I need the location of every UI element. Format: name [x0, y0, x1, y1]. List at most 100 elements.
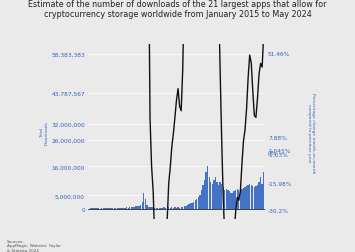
Bar — [201, 190, 202, 209]
Bar — [255, 186, 257, 209]
Bar — [199, 196, 201, 209]
Bar — [254, 188, 255, 209]
Bar — [195, 200, 196, 209]
Bar — [145, 200, 146, 209]
Bar — [112, 208, 113, 209]
Bar — [219, 182, 221, 209]
Bar — [229, 192, 230, 209]
Bar — [143, 193, 144, 209]
Bar — [97, 208, 98, 209]
Bar — [221, 184, 222, 209]
Bar — [134, 208, 135, 209]
Bar — [180, 208, 182, 209]
Bar — [121, 208, 123, 209]
Bar — [185, 206, 186, 209]
Bar — [206, 172, 207, 209]
Bar — [132, 207, 133, 209]
Bar — [227, 190, 229, 209]
Bar — [93, 208, 95, 209]
Bar — [155, 208, 157, 209]
Bar — [153, 208, 154, 209]
Bar — [232, 193, 233, 209]
Bar — [252, 186, 253, 209]
Bar — [198, 197, 199, 209]
Bar — [190, 204, 191, 209]
Bar — [204, 180, 205, 209]
Bar — [257, 185, 258, 209]
Bar — [127, 208, 129, 209]
Bar — [215, 177, 216, 209]
Bar — [236, 189, 238, 209]
Bar — [226, 189, 227, 209]
Bar — [110, 208, 112, 209]
Bar — [230, 193, 232, 209]
Bar — [191, 204, 193, 209]
Bar — [103, 208, 104, 209]
Bar — [218, 185, 219, 209]
Bar — [157, 208, 158, 209]
Bar — [142, 202, 143, 209]
Bar — [138, 206, 140, 209]
Bar — [148, 207, 149, 209]
Bar — [249, 184, 250, 209]
Bar — [98, 208, 99, 209]
Bar — [149, 207, 151, 209]
Bar — [125, 208, 126, 209]
Bar — [95, 208, 96, 209]
Bar — [188, 204, 190, 209]
Bar — [159, 208, 160, 209]
Bar — [168, 207, 169, 209]
Bar — [109, 208, 110, 209]
Bar — [260, 177, 261, 209]
Bar — [137, 206, 138, 209]
Bar — [202, 185, 204, 209]
Bar — [241, 189, 242, 209]
Bar — [210, 182, 212, 209]
Bar — [165, 208, 166, 209]
Bar — [258, 182, 260, 209]
Bar — [251, 185, 252, 209]
Text: Sources:
AppMagic; Website; Taylor
& Statista 2024: Sources: AppMagic; Website; Taylor & Sta… — [7, 239, 61, 252]
Bar — [135, 207, 137, 209]
Bar — [223, 188, 224, 209]
Bar — [154, 208, 155, 209]
Bar — [173, 208, 174, 209]
Bar — [120, 208, 121, 209]
Bar — [243, 188, 244, 209]
Bar — [115, 208, 116, 209]
Bar — [182, 207, 184, 209]
Bar — [263, 172, 264, 209]
Bar — [187, 205, 188, 209]
Bar — [246, 186, 247, 209]
Y-axis label: Percentage change month-on-month
compared to previous year: Percentage change month-on-month compare… — [307, 92, 315, 172]
Bar — [235, 190, 236, 209]
Bar — [123, 208, 124, 209]
Bar — [163, 208, 165, 209]
Bar — [240, 190, 241, 209]
Bar — [140, 205, 141, 209]
Bar — [216, 182, 218, 209]
Bar — [104, 208, 105, 209]
Bar — [174, 208, 176, 209]
Bar — [207, 167, 208, 209]
Bar — [114, 208, 115, 209]
Bar — [213, 180, 214, 209]
Bar — [234, 192, 235, 209]
Bar — [179, 208, 180, 209]
Bar — [146, 205, 148, 209]
Bar — [244, 188, 246, 209]
Bar — [160, 208, 162, 209]
Bar — [118, 208, 120, 209]
Bar — [224, 190, 225, 209]
Bar — [247, 185, 249, 209]
Bar — [131, 207, 132, 209]
Bar — [196, 199, 197, 209]
Text: Estimate of the number of downloads of the 21 largest apps that allow for
crypto: Estimate of the number of downloads of t… — [28, 0, 327, 19]
Bar — [193, 202, 194, 209]
Bar — [117, 208, 118, 209]
Bar — [166, 207, 168, 209]
Bar — [208, 177, 210, 209]
Bar — [176, 208, 177, 209]
Bar — [129, 207, 130, 209]
Bar — [126, 207, 127, 209]
